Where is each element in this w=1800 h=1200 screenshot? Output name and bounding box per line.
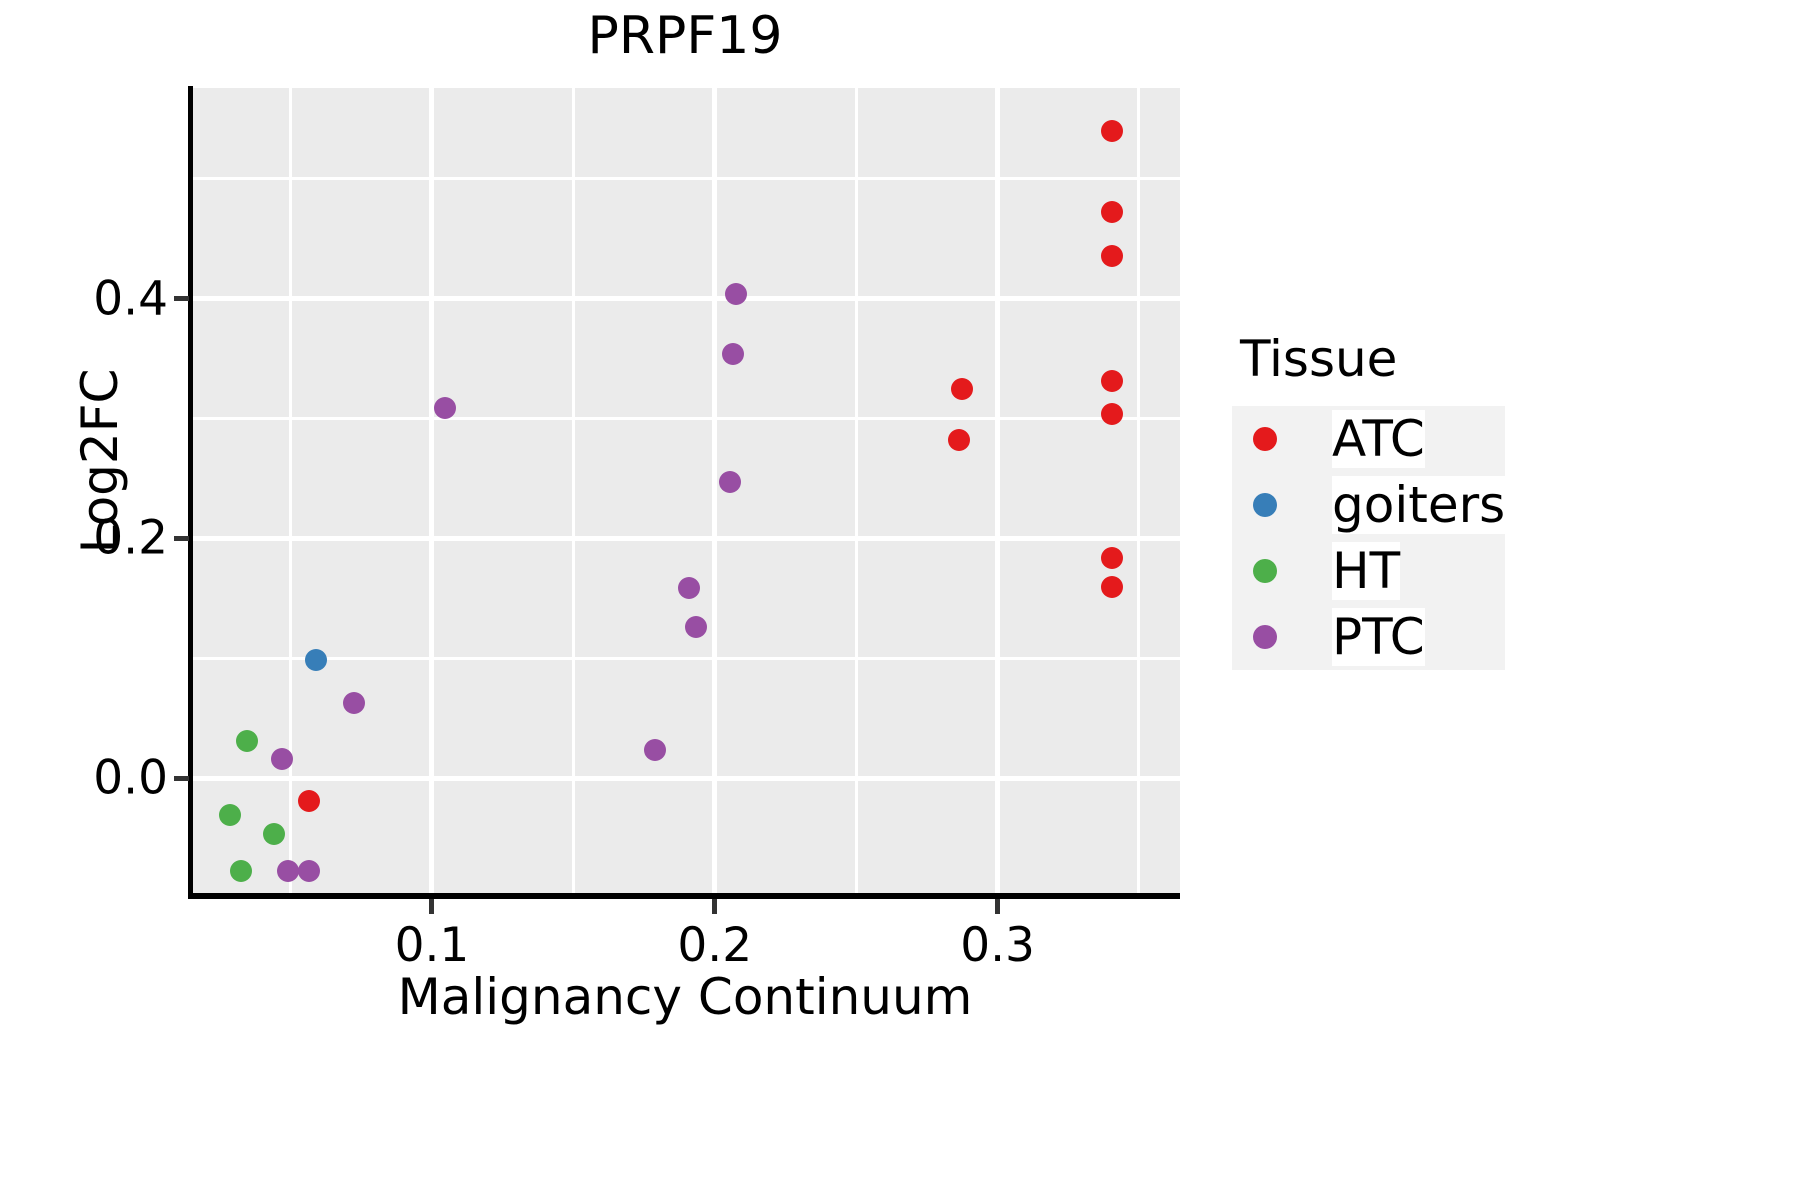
data-point (1101, 576, 1124, 599)
data-point (1101, 403, 1124, 426)
data-point (644, 739, 667, 762)
x-tick-label: 0.3 (960, 918, 1035, 973)
gridline-major (429, 88, 435, 893)
y-tick-label: 0.2 (93, 510, 168, 566)
data-point (685, 615, 708, 638)
gridline-minor (289, 88, 293, 893)
x-tick-mark (995, 899, 1001, 914)
data-point (1101, 369, 1124, 392)
y-axis-line (188, 86, 193, 895)
data-point (951, 378, 974, 401)
gridline-minor (1137, 88, 1141, 893)
legend-swatch-ptc (1232, 604, 1298, 670)
data-point (1101, 547, 1124, 570)
x-tick-mark (712, 899, 718, 914)
data-point (297, 789, 320, 812)
legend: Tissue ATC goiters HT PTC (1232, 330, 1506, 670)
x-tick-label: 0.1 (394, 918, 470, 973)
gridline-minor (193, 656, 1180, 660)
y-tick-mark (174, 296, 189, 302)
point-icon (1253, 559, 1277, 583)
legend-title: Tissue (1240, 330, 1398, 388)
data-point (948, 428, 971, 451)
x-tick-label: 0.2 (677, 918, 753, 973)
data-point (218, 804, 241, 827)
data-point (262, 823, 285, 846)
data-point (719, 470, 742, 493)
y-axis-title: Log2FC (71, 368, 129, 554)
data-point (230, 859, 253, 882)
gridline-major (712, 88, 718, 893)
gridline-minor (571, 88, 575, 893)
legend-item-ptc[interactable]: PTC (1232, 604, 1505, 670)
x-axis-line (188, 893, 1180, 899)
legend-swatch-ht (1232, 538, 1298, 604)
data-point (297, 859, 320, 882)
y-tick-mark (174, 535, 189, 541)
legend-label: goiters (1332, 476, 1506, 534)
legend-item-ht[interactable]: HT (1232, 538, 1505, 604)
data-point (724, 283, 747, 306)
data-point (678, 577, 701, 600)
data-point (276, 859, 299, 882)
gridline-major (193, 535, 1180, 541)
legend-label: PTC (1332, 608, 1425, 666)
point-icon (1253, 427, 1277, 451)
legend-entries: ATC goiters HT PTC (1232, 406, 1506, 670)
data-point (271, 747, 294, 770)
legend-label: ATC (1332, 410, 1425, 468)
gridline-major (995, 88, 1001, 893)
legend-label: HT (1332, 542, 1401, 600)
data-point (1101, 244, 1124, 267)
data-point (1101, 120, 1124, 143)
data-point (235, 729, 258, 752)
x-axis-title: Malignancy Continuum (397, 968, 973, 1026)
data-point (722, 343, 745, 366)
data-point (1101, 200, 1124, 223)
page-title: PRPF19 (587, 6, 783, 66)
gridline-minor (854, 88, 858, 893)
legend-swatch-goiters (1232, 472, 1298, 538)
plot-panel (193, 88, 1180, 893)
legend-item-goiters[interactable]: goiters (1232, 472, 1506, 538)
x-tick-mark (429, 899, 435, 914)
y-tick-label: 0.4 (93, 271, 168, 327)
y-tick-mark (174, 775, 189, 781)
data-point (343, 692, 366, 715)
gridline-major (193, 775, 1180, 781)
data-point (433, 397, 456, 420)
point-icon (1253, 493, 1277, 517)
legend-item-atc[interactable]: ATC (1232, 406, 1505, 472)
gridline-minor (193, 177, 1180, 181)
legend-swatch-atc (1232, 406, 1298, 472)
gridline-minor (193, 417, 1180, 421)
gridline-major (193, 296, 1180, 302)
data-point (305, 649, 328, 672)
y-tick-label: 0.0 (93, 750, 168, 806)
point-icon (1253, 625, 1277, 649)
